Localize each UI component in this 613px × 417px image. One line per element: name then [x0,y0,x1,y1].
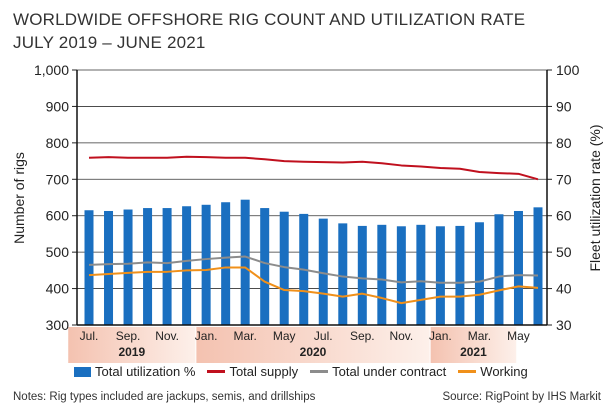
legend-swatch [458,370,477,373]
legend-swatch [74,366,91,377]
bar-utilization [123,209,133,325]
y-tick-label: 900 [46,98,70,114]
legend-item-contract: Total under contract [310,364,446,379]
bar-utilization [260,208,270,325]
y2-tick-label: 70 [556,171,572,187]
y2-tick-label: 40 [556,281,572,297]
bar-utilization [279,211,289,325]
line-total-supply [88,155,539,181]
y-tick-label: 800 [46,135,70,151]
legend-swatch [207,370,226,373]
line-total-under-contract [88,255,539,284]
y-axis-title: Number of rigs [11,152,27,244]
bar-utilization [201,204,211,325]
x-tick-label: Mar. [234,329,257,343]
y-tick-label: 300 [46,317,70,333]
x-tick-label: Jan. [195,329,218,343]
year-band [68,327,196,363]
bar-utilization [182,206,192,325]
legend: Total utilization % Total supply Total u… [74,364,534,379]
x-tick-label: Nov. [389,329,413,343]
bar-utilization [84,210,94,325]
legend-label: Working [480,364,528,379]
x-tick-label: May [507,329,530,343]
x-tick-label: Jul. [314,329,333,343]
legend-item-utilization: Total utilization % [74,364,195,379]
bar-utilization [143,208,153,325]
source-text: Source: RigPoint by IHS Markit [442,391,601,403]
line-working [88,266,539,305]
x-tick-label: Sep. [116,329,141,343]
y2-tick-label: 50 [556,244,572,260]
chart-subtitle: JULY 2019 – JUNE 2021 [13,33,206,52]
bar-utilization [377,224,387,325]
bar-utilization [416,224,426,325]
y-tick-label: 500 [46,244,70,260]
y-tick-label: 600 [46,208,70,224]
bar-utilization [357,225,367,325]
legend-item-working: Working [458,364,528,379]
y2-tick-label: 30 [556,317,572,333]
y2-tick-label: 80 [556,135,572,151]
y-tick-label: 700 [46,171,70,187]
year-band [430,327,517,363]
year-label: 2020 [300,345,327,359]
x-tick-label: May [273,329,296,343]
bar-utilization [513,210,523,325]
legend-item-supply: Total supply [207,364,298,379]
bar-utilization [240,199,250,325]
y-tick-label: 1,000 [34,62,69,78]
bar-utilization [221,202,231,325]
bar-utilization [533,207,543,325]
y2-tick-label: 60 [556,208,572,224]
x-tick-label: Jan. [429,329,452,343]
x-tick-label: Mar. [468,329,491,343]
bar-utilization [494,214,504,325]
legend-label: Total utilization % [95,364,196,379]
y2-axis-title: Fleet utilization rate (%) [587,124,603,271]
bar-utilization [318,218,328,325]
bar-utilization [474,222,484,325]
year-label: 2021 [460,345,487,359]
y-tick-label: 400 [46,281,70,297]
year-label: 2019 [118,345,145,359]
bar-utilization [396,226,406,325]
chart-title: WORLDWIDE OFFSHORE RIG COUNT AND UTILIZA… [13,10,526,29]
year-band [196,327,430,363]
y2-tick-label: 90 [556,98,572,114]
bar-utilization [162,208,172,325]
y2-tick-label: 100 [556,62,580,78]
x-tick-label: Sep. [350,329,375,343]
x-tick-label: Nov. [155,329,179,343]
notes-text: Notes: Rig types included are jackups, s… [13,391,316,403]
bar-utilization [338,223,348,325]
legend-label: Total under contract [332,364,447,379]
legend-swatch [310,370,329,373]
bar-utilization [104,210,114,325]
bar-utilization [435,226,445,325]
x-tick-label: Jul. [80,329,99,343]
bar-utilization [455,225,465,325]
legend-label: Total supply [229,364,299,379]
